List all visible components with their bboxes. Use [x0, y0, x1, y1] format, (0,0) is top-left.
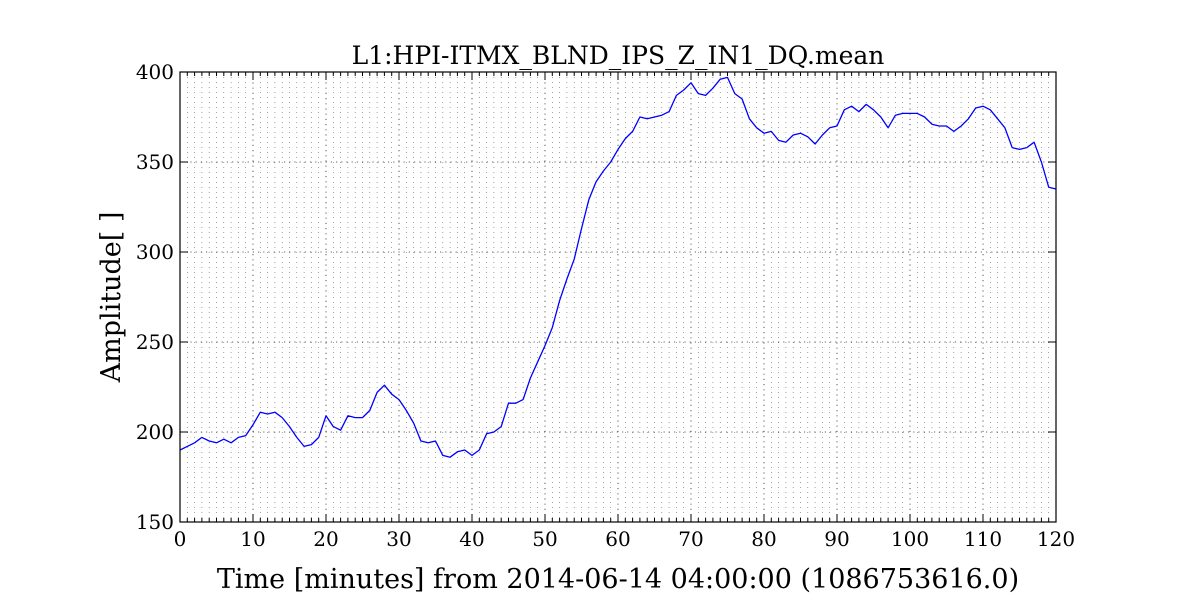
x-tick-label: 10 [240, 527, 265, 551]
x-tick-label: 0 [174, 527, 187, 551]
x-tick-label: 70 [678, 527, 703, 551]
y-tick-label: 350 [136, 150, 174, 174]
y-tick-label: 400 [136, 60, 174, 84]
y-tick-label: 250 [136, 330, 174, 354]
x-tick-label: 110 [964, 527, 1002, 551]
y-tick-labels: 150 200 250 300 350 400 [136, 60, 174, 534]
y-tick-label: 200 [136, 420, 174, 444]
x-tick-labels: 0 10 20 30 40 50 60 70 80 90 100 110 120 [174, 527, 1075, 551]
y-tick-label: 150 [136, 510, 174, 534]
y-axis-label: Amplitude[ ] [96, 212, 127, 384]
x-tick-label: 80 [751, 527, 776, 551]
x-tick-label: 50 [532, 527, 557, 551]
x-tick-label: 20 [313, 527, 338, 551]
axis-ticks [179, 71, 1057, 523]
chart-title: L1:HPI-ITMX_BLND_IPS_Z_IN1_DQ.mean [352, 41, 885, 70]
x-axis-label: Time [minutes] from 2014-06-14 04:00:00 … [217, 564, 1019, 595]
grid [180, 72, 1056, 522]
x-tick-label: 120 [1037, 527, 1075, 551]
x-tick-label: 90 [824, 527, 849, 551]
series-group [179, 76, 1057, 458]
x-tick-label: 30 [386, 527, 411, 551]
x-tick-label: 60 [605, 527, 630, 551]
plot-frame [179, 71, 1057, 523]
y-tick-label: 300 [136, 240, 174, 264]
x-tick-label: 100 [891, 527, 929, 551]
series-line [179, 76, 1057, 458]
x-tick-label: 40 [459, 527, 484, 551]
